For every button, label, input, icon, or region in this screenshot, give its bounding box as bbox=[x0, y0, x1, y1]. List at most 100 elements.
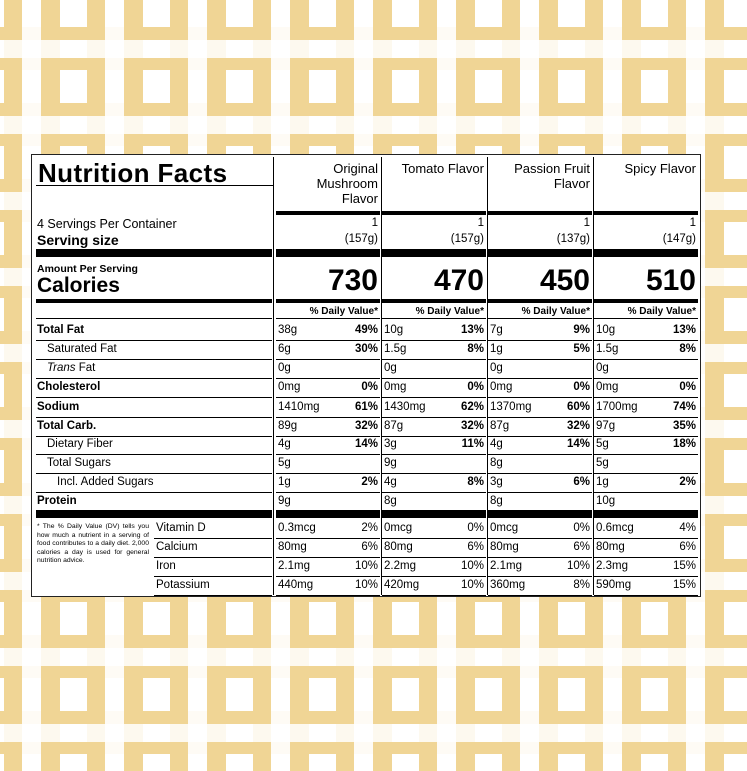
protein-amount: 8g bbox=[490, 495, 503, 507]
saturated-fat-amount: 6g bbox=[278, 343, 291, 355]
dietary-fiber-dv: 14% bbox=[566, 438, 590, 450]
row-rule bbox=[382, 454, 486, 455]
row-rule bbox=[382, 340, 486, 341]
potassium-amount: 360mg bbox=[490, 579, 526, 591]
dietary-fiber-amount: 4g bbox=[278, 438, 291, 450]
column-top-bar bbox=[382, 211, 486, 215]
micro-row-rule bbox=[154, 557, 272, 558]
row-rule bbox=[36, 436, 272, 437]
vitamin-d-amount: 0mcg bbox=[384, 522, 413, 534]
iron-dv: 10% bbox=[566, 560, 590, 572]
total-carb-amount: 87g bbox=[384, 420, 404, 432]
row-rule bbox=[36, 359, 272, 360]
total-sugars-amount: 9g bbox=[384, 457, 397, 469]
flavor-name-line: Flavor bbox=[341, 191, 378, 206]
row-rule bbox=[36, 378, 272, 379]
row-rule bbox=[276, 436, 380, 437]
row-rule bbox=[276, 454, 380, 455]
sodium-amount: 1430mg bbox=[384, 401, 426, 413]
row-rule bbox=[488, 492, 592, 493]
serving-size-value: (157g) bbox=[450, 233, 484, 245]
added-sugars-dv: 2% bbox=[361, 476, 378, 488]
dv-header: % Daily Value* bbox=[309, 306, 378, 317]
cholesterol-dv: 0% bbox=[467, 381, 484, 393]
servings-per-container: 4 Servings Per Container bbox=[37, 217, 177, 231]
row-rule bbox=[276, 595, 380, 596]
label-dietary-fiber: Dietary Fiber bbox=[47, 438, 113, 450]
servings-count: 1 bbox=[689, 217, 696, 229]
trans-fat-amount: 0g bbox=[278, 362, 291, 374]
total-sugars-amount: 5g bbox=[278, 457, 291, 469]
protein-amount: 8g bbox=[384, 495, 397, 507]
total-fat-dv: 13% bbox=[672, 324, 696, 336]
sodium-amount: 1410mg bbox=[278, 401, 320, 413]
vitamin-d-amount: 0mcg bbox=[490, 522, 519, 534]
row-rule bbox=[594, 557, 698, 558]
calcium-amount: 80mg bbox=[490, 541, 519, 553]
saturated-fat-amount: 1.5g bbox=[384, 343, 407, 355]
calcium-amount: 80mg bbox=[596, 541, 625, 553]
potassium-amount: 440mg bbox=[278, 579, 314, 591]
row-rule bbox=[276, 473, 380, 474]
row-rule bbox=[36, 340, 272, 341]
dietary-fiber-dv: 11% bbox=[461, 438, 484, 450]
dietary-fiber-amount: 5g bbox=[596, 438, 609, 450]
row-rule bbox=[594, 378, 698, 379]
column-top-bar bbox=[594, 211, 698, 215]
calcium-dv: 6% bbox=[467, 541, 484, 553]
row-rule bbox=[488, 340, 592, 341]
row-rule bbox=[488, 378, 592, 379]
serving-size-value: (147g) bbox=[662, 233, 696, 245]
column-serving-bar bbox=[382, 249, 486, 257]
row-rule bbox=[594, 473, 698, 474]
cholesterol-amount: 0mg bbox=[596, 381, 619, 393]
row-rule bbox=[276, 557, 380, 558]
row-rule bbox=[276, 340, 380, 341]
total-carb-amount: 87g bbox=[490, 420, 510, 432]
row-rule bbox=[382, 378, 486, 379]
row-rule bbox=[382, 492, 486, 493]
dv-header-rule bbox=[488, 318, 592, 319]
sodium-dv: 61% bbox=[354, 401, 378, 413]
row-rule bbox=[594, 436, 698, 437]
saturated-fat-dv: 8% bbox=[679, 343, 696, 355]
vitamin-d-dv: 0% bbox=[573, 522, 590, 534]
dv-header: % Daily Value* bbox=[521, 306, 590, 317]
calories-label: Calories bbox=[37, 274, 120, 297]
servings-count: 1 bbox=[477, 217, 484, 229]
iron-dv: 10% bbox=[460, 560, 484, 572]
flavor-name-line: Original bbox=[333, 161, 378, 176]
total-fat-dv: 13% bbox=[460, 324, 484, 336]
dv-header-rule bbox=[36, 318, 272, 319]
dv-header-rule bbox=[382, 318, 486, 319]
total-fat-dv: 49% bbox=[354, 324, 378, 336]
total-carb-dv: 32% bbox=[566, 420, 590, 432]
row-rule bbox=[488, 473, 592, 474]
row-rule bbox=[594, 359, 698, 360]
iron-amount: 2.1mg bbox=[490, 560, 522, 572]
trans-fat-amount: 0g bbox=[490, 362, 503, 374]
row-rule bbox=[594, 595, 698, 596]
column-calorie-bar bbox=[594, 299, 698, 303]
servings-count: 1 bbox=[371, 217, 378, 229]
row-rule bbox=[382, 595, 486, 596]
calcium-amount: 80mg bbox=[384, 541, 413, 553]
micro-row-rule bbox=[154, 538, 272, 539]
label-total-sugars: Total Sugars bbox=[47, 457, 111, 469]
calories-value: 730 bbox=[327, 264, 378, 297]
row-rule bbox=[276, 538, 380, 539]
column-calorie-bar bbox=[382, 299, 486, 303]
calories-value: 470 bbox=[433, 264, 484, 297]
trans-fat-amount: 0g bbox=[596, 362, 609, 374]
column-serving-bar bbox=[488, 249, 592, 257]
trans-fat-amount: 0g bbox=[384, 362, 397, 374]
row-rule bbox=[382, 557, 486, 558]
serving-size-value: (157g) bbox=[344, 233, 378, 245]
flavor-name-line: Spicy Flavor bbox=[624, 161, 696, 176]
serving-size-label: Serving size bbox=[37, 232, 119, 248]
label-potassium: Potassium bbox=[156, 579, 210, 591]
flavor-name-line: Flavor bbox=[553, 176, 590, 191]
cholesterol-dv: 0% bbox=[679, 381, 696, 393]
row-rule bbox=[382, 359, 486, 360]
